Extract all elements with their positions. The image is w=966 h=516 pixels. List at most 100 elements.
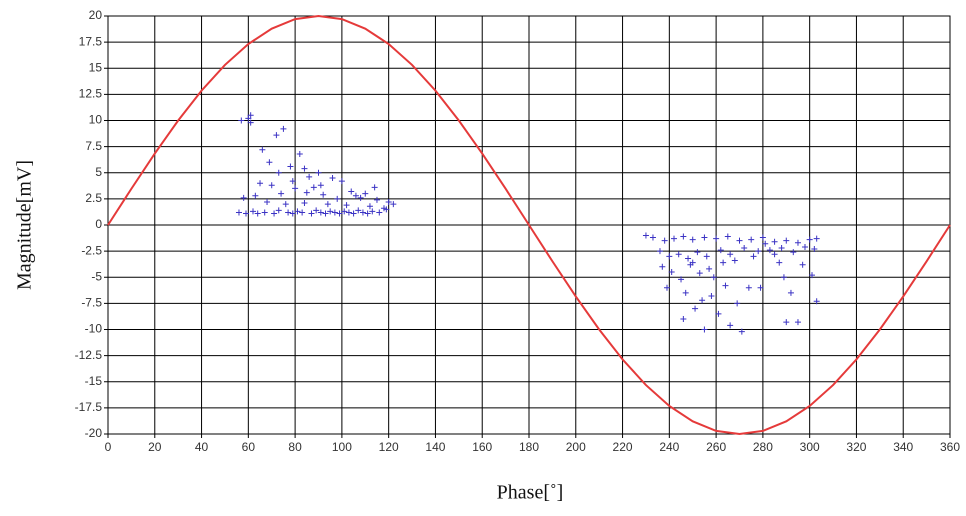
scatter-point (308, 210, 315, 217)
scatter-point (383, 206, 390, 213)
scatter-point (364, 210, 371, 217)
scatter-point (357, 194, 364, 201)
scatter-point (296, 150, 303, 157)
scatter-point (813, 298, 820, 305)
y-tick-label: 20 (89, 8, 103, 22)
scatter-point (755, 248, 762, 255)
scatter-point (666, 253, 673, 260)
scatter-point (301, 165, 308, 172)
scatter-point (252, 192, 259, 199)
scatter-point (257, 180, 264, 187)
y-tick-label: -7.5 (81, 296, 102, 310)
x-tick-label: 120 (379, 440, 399, 454)
scatter-point (359, 209, 366, 216)
scatter-point (348, 188, 355, 195)
scatter-point (235, 209, 242, 216)
scatter-point (790, 249, 797, 256)
scatter-point (292, 185, 299, 192)
y-tick-label: -20 (85, 426, 103, 440)
y-tick-label: 10 (89, 113, 103, 127)
scatter-point (794, 239, 801, 246)
y-tick-label: 17.5 (79, 34, 103, 48)
scatter-point (713, 235, 720, 242)
scatter-point (275, 207, 282, 214)
scatter-point (682, 289, 689, 296)
scatter-point (766, 247, 773, 254)
scatter-point (350, 210, 357, 217)
scatter-point (736, 237, 743, 244)
scatter-point (254, 210, 261, 217)
scatter-point (699, 297, 706, 304)
scatter-point (322, 210, 329, 217)
scatter-point (240, 194, 247, 201)
scatter-point (317, 182, 324, 189)
scatter-point (678, 276, 685, 283)
x-tick-label: 60 (242, 440, 256, 454)
scatter-point (780, 274, 787, 281)
x-tick-label: 100 (332, 440, 352, 454)
scatter-point (294, 208, 301, 215)
scatter-point (783, 319, 790, 326)
scatter-point (275, 169, 282, 176)
scatter-point (247, 119, 254, 126)
scatter-point (341, 208, 348, 215)
scatter-point (703, 253, 710, 260)
scatter-point (661, 237, 668, 244)
x-tick-label: 280 (753, 440, 773, 454)
scatter-point (799, 261, 806, 268)
y-tick-label: 5 (95, 165, 102, 179)
scatter-point (724, 233, 731, 240)
scatter-point (757, 284, 764, 291)
x-tick-label: 40 (195, 440, 209, 454)
scatter-point (336, 210, 343, 217)
y-axis-title: Magnitude[mV] (14, 160, 36, 290)
scatter-point (680, 233, 687, 240)
scatter-point (745, 284, 752, 291)
scatter-point (268, 182, 275, 189)
scatter-point (801, 243, 808, 250)
x-tick-label: 160 (472, 440, 492, 454)
scatter-point (285, 209, 292, 216)
scatter-point (776, 259, 783, 266)
scatter-point (352, 192, 359, 199)
sine-line (107, 14, 951, 436)
scatter-point (720, 259, 727, 266)
scatter-point (343, 202, 350, 209)
x-tick-label: 20 (148, 440, 162, 454)
scatter-point (371, 184, 378, 191)
scatter-point (366, 203, 373, 210)
scatter-point (738, 328, 745, 335)
y-tick-label: 15 (89, 60, 103, 74)
scatter-point (656, 248, 663, 255)
scatter-point (261, 209, 268, 216)
scatter-point (329, 174, 336, 181)
scatter-point (680, 316, 687, 323)
y-tick-label: -12.5 (75, 348, 103, 362)
scatter-point (649, 234, 656, 241)
scatter-point (813, 235, 820, 242)
scatter-point (701, 234, 708, 241)
x-tick-label: 240 (659, 440, 679, 454)
scatter-point (671, 235, 678, 242)
scatter-point (376, 209, 383, 216)
scatter-point (264, 199, 271, 206)
scatter-point (701, 326, 708, 333)
scatter-point (778, 244, 785, 251)
scatter-point (722, 282, 729, 289)
y-tick-label: -15 (85, 374, 103, 388)
scatter-point (250, 208, 257, 215)
x-tick-label: 220 (613, 440, 633, 454)
scatter-point (238, 117, 245, 124)
scatter-point (331, 209, 338, 216)
x-tick-label: 360 (940, 440, 960, 454)
scatter-point (715, 310, 722, 317)
scatter-point (278, 190, 285, 197)
x-tick-label: 260 (706, 440, 726, 454)
scatter-point (334, 195, 341, 202)
scatter-point (685, 255, 692, 262)
scatter-point (310, 184, 317, 191)
scatter-point (259, 146, 266, 153)
scatter-point (794, 319, 801, 326)
y-tick-label: 0 (95, 217, 102, 231)
x-tick-label: 340 (893, 440, 913, 454)
